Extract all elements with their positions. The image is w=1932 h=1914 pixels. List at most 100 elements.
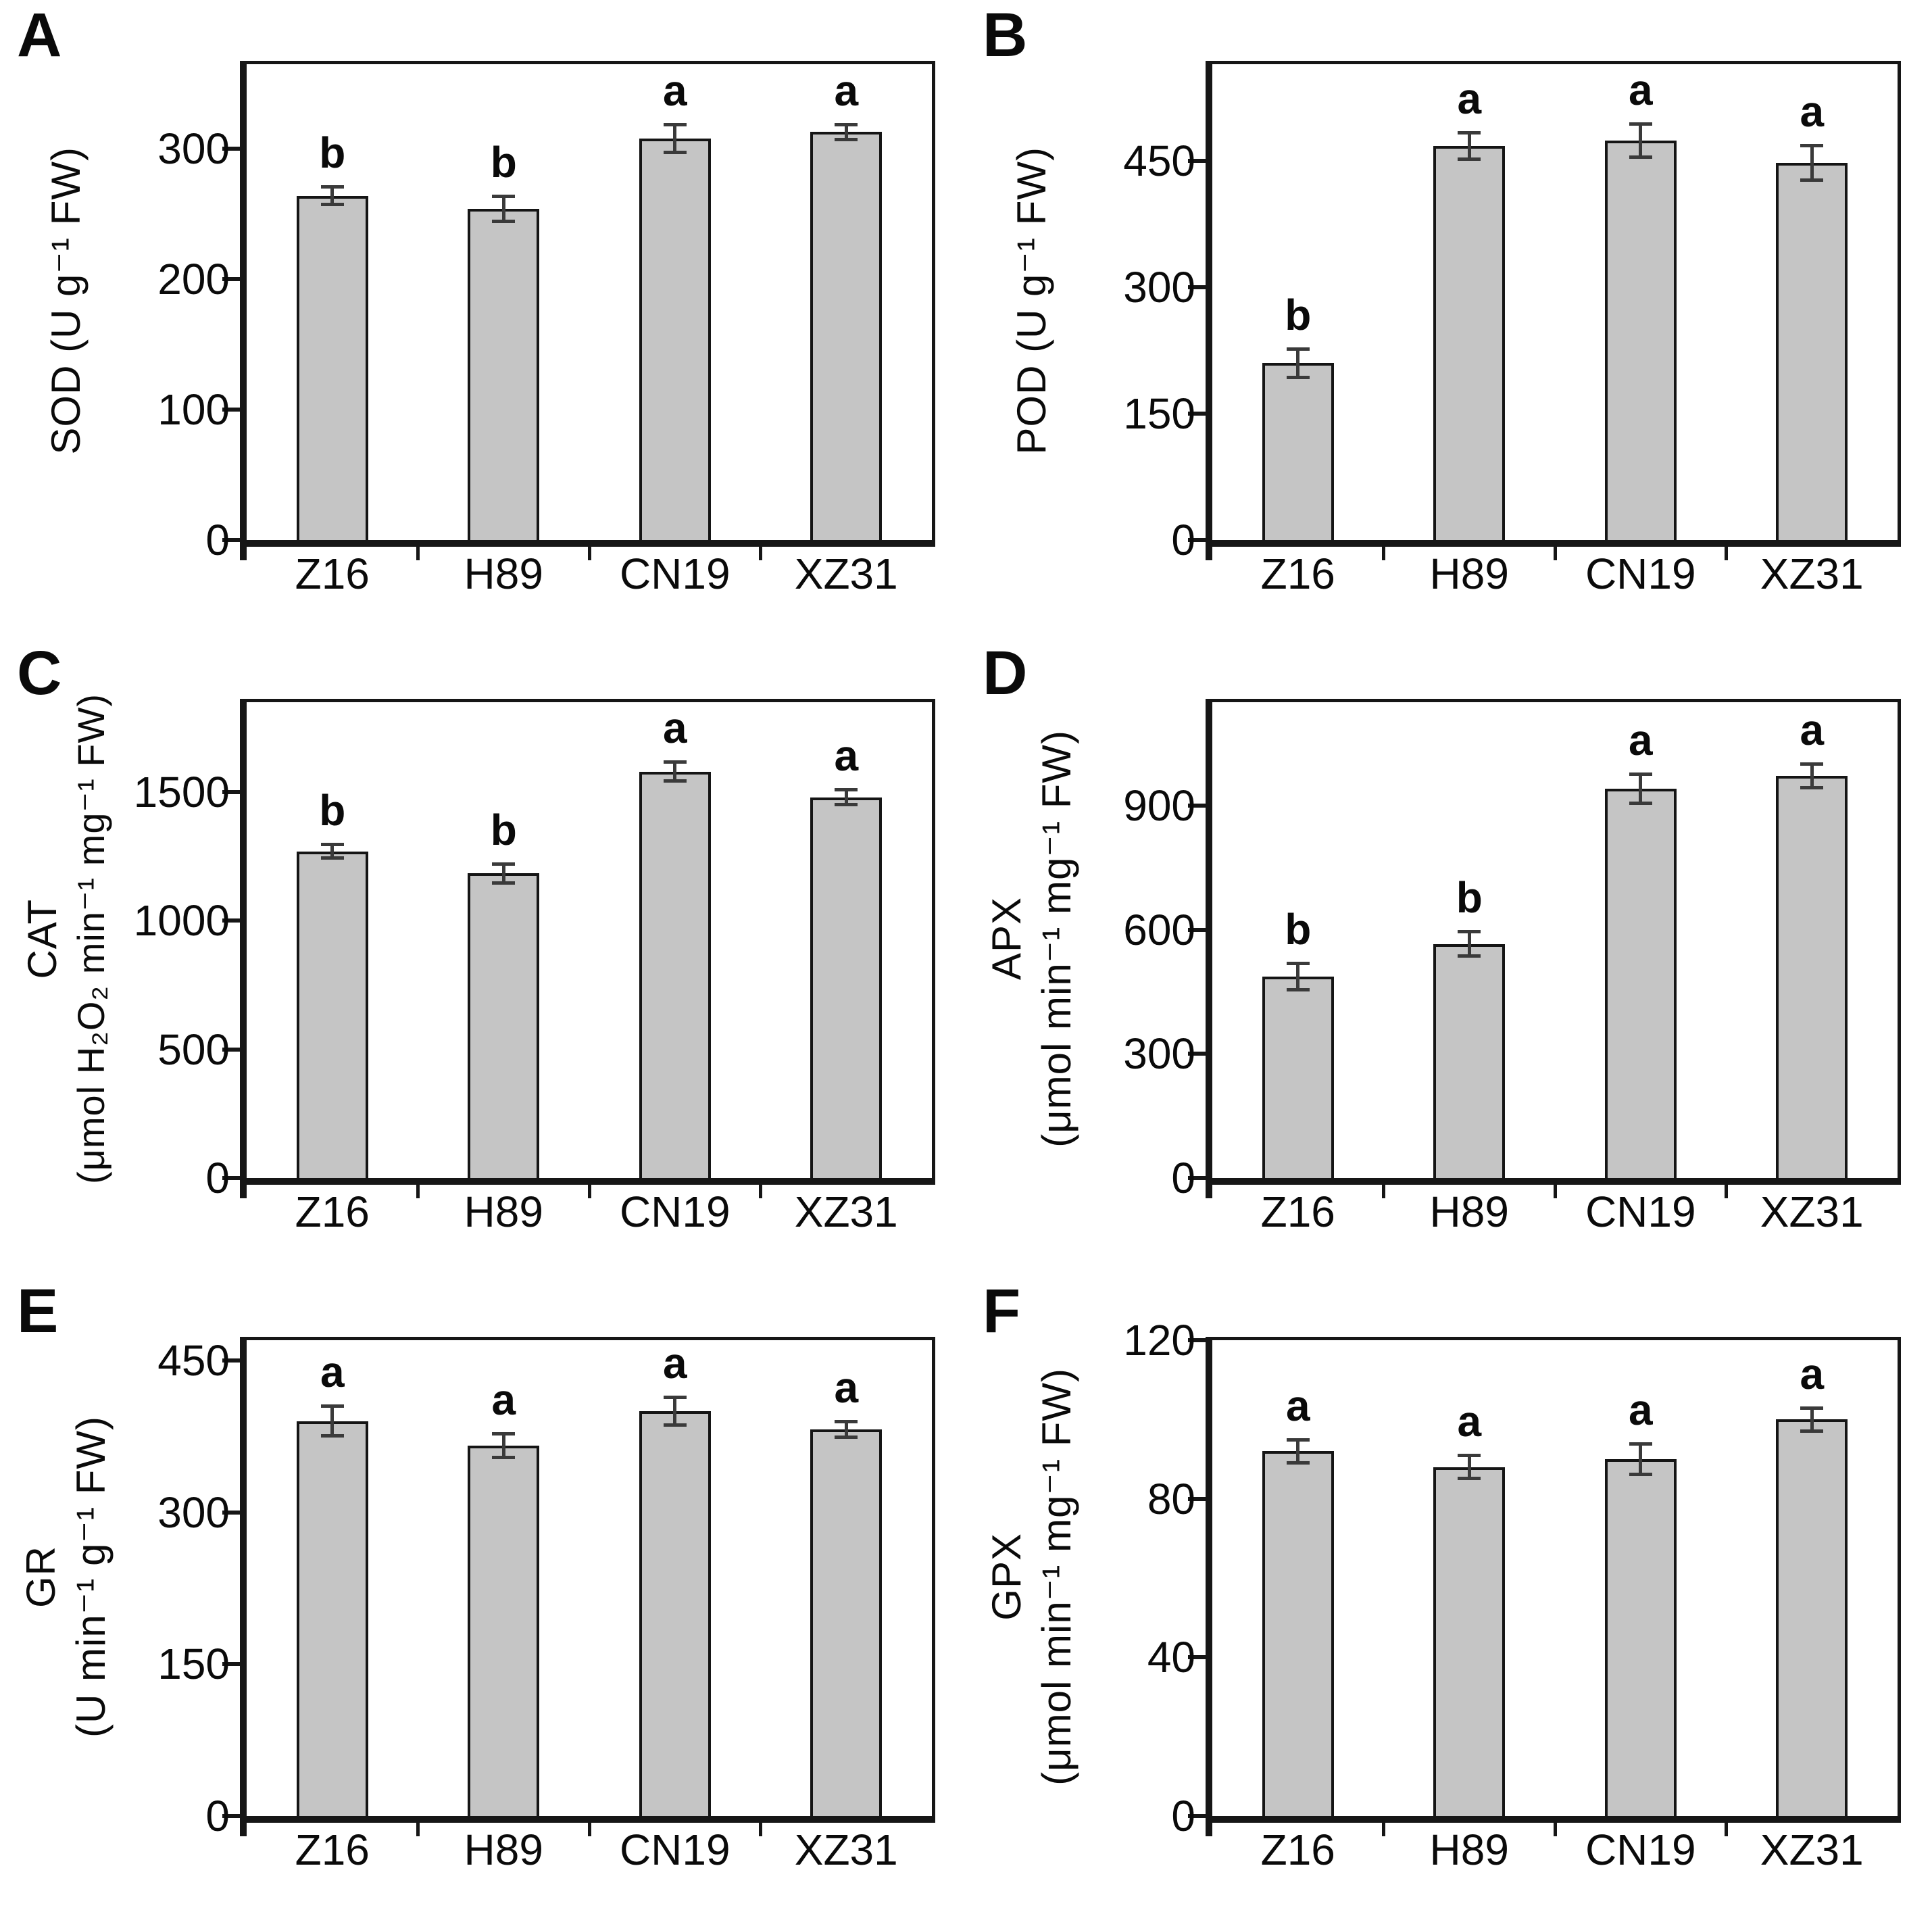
x-category-label: CN19 bbox=[1585, 1825, 1696, 1874]
error-bar-cap-top bbox=[1458, 1454, 1481, 1458]
bar bbox=[1262, 1451, 1334, 1816]
panel-f: F GPX (μmol min⁻¹ mg⁻¹ FW) 0 40 80 120 a Z16 a H89… bbox=[966, 1276, 1932, 1914]
x-tick bbox=[416, 1185, 420, 1198]
bar bbox=[1776, 1419, 1848, 1816]
x-tick bbox=[1553, 1823, 1557, 1836]
plot-frame bbox=[1206, 61, 1901, 547]
x-tick bbox=[1725, 547, 1728, 560]
error-bar-cap-bottom bbox=[663, 779, 687, 783]
error-bar bbox=[1467, 931, 1471, 957]
y-tick-label: 1500 bbox=[133, 768, 230, 817]
bar bbox=[639, 1410, 711, 1816]
y-tick-label: 200 bbox=[157, 255, 230, 304]
panel-letter: C bbox=[17, 639, 62, 708]
significance-letter: a bbox=[834, 66, 859, 115]
x-category-label: Z16 bbox=[1260, 549, 1335, 598]
panel-b: B POD (U g⁻¹ FW) 0 150 300 450 b Z16 a H89 a CN19 a X… bbox=[966, 0, 1932, 638]
bar bbox=[810, 797, 883, 1178]
y-tick-label: 80 bbox=[1147, 1474, 1195, 1523]
x-axis-origin-tick bbox=[1206, 1823, 1212, 1836]
x-tick bbox=[1553, 547, 1557, 560]
significance-letter: a bbox=[1628, 715, 1653, 764]
significance-letter: b bbox=[319, 786, 346, 835]
y-tick-label: 500 bbox=[157, 1025, 230, 1074]
error-bar-cap-top bbox=[1286, 1438, 1310, 1442]
y-tick bbox=[1188, 1176, 1206, 1180]
y-tick bbox=[1188, 285, 1206, 290]
panel-letter: D bbox=[983, 639, 1028, 708]
error-bar-cap-bottom bbox=[492, 881, 516, 885]
panel-a: A SOD (U g⁻¹ FW) 0 100 200 300 b Z16 b H89 a CN19 a X… bbox=[0, 0, 966, 638]
error-bar bbox=[501, 1433, 505, 1458]
bar bbox=[1776, 775, 1848, 1178]
x-category-label: Z16 bbox=[295, 1825, 370, 1874]
error-bar bbox=[1810, 1407, 1814, 1431]
x-tick bbox=[759, 1185, 762, 1198]
significance-letter: a bbox=[1457, 74, 1482, 123]
error-bar-cap-bottom bbox=[320, 1434, 344, 1438]
error-bar bbox=[1639, 773, 1643, 804]
y-axis-label: GR (U min⁻¹ g⁻¹ FW) bbox=[0, 1337, 132, 1817]
error-bar-cap-top bbox=[1458, 130, 1481, 134]
y-tick-label: 300 bbox=[157, 124, 230, 174]
significance-letter: a bbox=[662, 1338, 687, 1388]
error-bar bbox=[330, 1406, 335, 1437]
bar bbox=[1433, 1467, 1506, 1816]
error-bar bbox=[330, 844, 335, 859]
y-tick-label: 0 bbox=[1171, 1154, 1195, 1202]
significance-letter: b bbox=[1285, 904, 1312, 954]
bar bbox=[296, 1421, 368, 1816]
significance-letter: a bbox=[1800, 87, 1825, 136]
error-bar-cap-top bbox=[663, 760, 687, 764]
bar bbox=[468, 209, 540, 540]
bar bbox=[1604, 788, 1677, 1178]
error-bar-cap-top bbox=[835, 788, 858, 792]
y-tick bbox=[1188, 1814, 1206, 1818]
bar bbox=[468, 1445, 540, 1816]
y-axis-label-line: POD (U g⁻¹ FW) bbox=[1008, 147, 1054, 455]
bar bbox=[1433, 943, 1506, 1178]
error-bar-cap-bottom bbox=[1286, 988, 1310, 992]
y-tick-label: 450 bbox=[157, 1335, 230, 1385]
y-tick-label: 0 bbox=[1171, 516, 1195, 564]
bar bbox=[639, 138, 711, 540]
y-tick bbox=[222, 408, 240, 412]
x-category-label: CN19 bbox=[619, 1825, 730, 1874]
y-tick-label: 0 bbox=[205, 1792, 230, 1840]
significance-letter: a bbox=[834, 731, 859, 781]
x-category-label: XZ31 bbox=[1760, 1187, 1864, 1236]
bar bbox=[639, 771, 711, 1178]
error-bar-cap-bottom bbox=[1286, 375, 1310, 379]
x-category-label: CN19 bbox=[1585, 549, 1696, 598]
x-category-label: H89 bbox=[464, 549, 543, 598]
x-tick bbox=[1725, 1823, 1728, 1836]
error-bar-cap-top bbox=[835, 122, 858, 126]
error-bar-cap-bottom bbox=[492, 220, 516, 224]
significance-letter: a bbox=[1800, 705, 1825, 754]
error-bar bbox=[501, 195, 505, 222]
bar bbox=[1776, 162, 1848, 540]
significance-letter: a bbox=[662, 704, 687, 753]
y-tick-label: 150 bbox=[157, 1640, 230, 1689]
y-tick bbox=[1188, 804, 1206, 808]
plot-frame bbox=[240, 699, 935, 1185]
y-tick bbox=[1188, 1052, 1206, 1056]
y-tick bbox=[222, 790, 240, 795]
bar bbox=[1433, 145, 1506, 540]
error-bar-cap-bottom bbox=[1800, 786, 1824, 790]
y-axis-label-line: APX bbox=[983, 897, 1029, 981]
error-bar-cap-top bbox=[835, 1419, 858, 1423]
error-bar-cap-top bbox=[492, 862, 516, 866]
y-tick bbox=[222, 1176, 240, 1180]
error-bar-cap-top bbox=[492, 194, 516, 198]
x-tick bbox=[416, 547, 420, 560]
error-bar-cap-bottom bbox=[835, 137, 858, 141]
error-bar-cap-bottom bbox=[835, 1435, 858, 1439]
error-bar-cap-bottom bbox=[320, 856, 344, 860]
x-axis-origin-tick bbox=[240, 1823, 247, 1836]
error-bar-cap-top bbox=[663, 122, 687, 126]
error-bar bbox=[1296, 349, 1300, 378]
y-tick bbox=[1188, 927, 1206, 932]
error-bar bbox=[330, 187, 335, 205]
